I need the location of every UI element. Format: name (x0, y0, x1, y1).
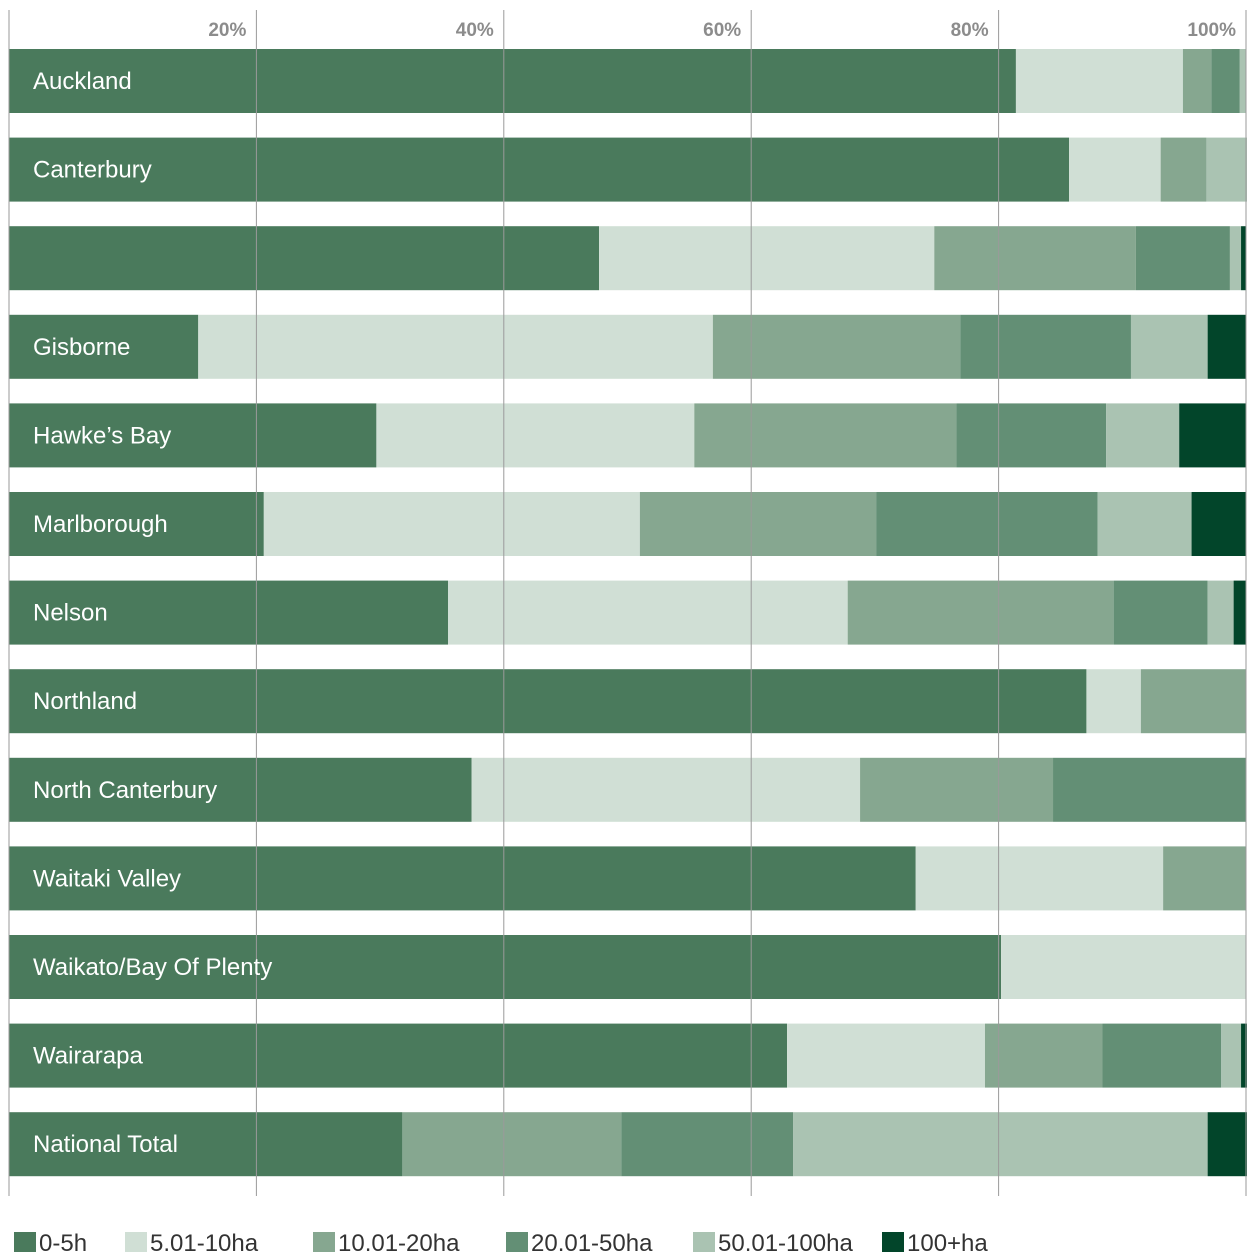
bar-segment-4-series-5 (1130, 314, 1208, 379)
bar-segment-3-series-5 (1229, 226, 1242, 291)
bar-segment-13-series-4 (621, 1112, 794, 1177)
bar-segment-4-series-1 (9, 314, 199, 379)
bar-segment-8-series-1 (9, 669, 1087, 734)
bar-segment-6-series-3 (639, 492, 877, 556)
bar-segment-1-series-4 (1211, 49, 1240, 113)
bar-segment-13-series-6 (1207, 1112, 1247, 1177)
legend: 0-5h 5.01-10ha 10.01-20ha 20.01-50ha 50.01-1… (14, 1230, 988, 1257)
category-label: Nelson (33, 600, 108, 627)
category-label: Canterbury (33, 157, 152, 184)
bar-segment-12-series-1 (9, 1023, 788, 1088)
legend-label: 50.01-100ha (718, 1230, 853, 1257)
bar-segment-9-series-1 (9, 757, 472, 822)
bar-segment-12-series-4 (1102, 1023, 1222, 1088)
bar-segment-5-series-6 (1179, 403, 1246, 468)
bar-segment-7-series-6 (1233, 580, 1246, 645)
bar-segment-5-series-1 (9, 403, 377, 468)
legend-swatch (693, 1232, 715, 1252)
category-label: National Total (33, 1131, 178, 1158)
bar-segment-1-series-2 (1015, 49, 1183, 113)
bar-segment-3-series-1 (9, 226, 600, 291)
category-label: Auckland (33, 68, 132, 95)
bar-segment-6-series-4 (876, 492, 1098, 556)
row-labels: Auckland Canterbury Gisborne Hawke’s Bay Mar… (33, 68, 272, 1158)
legend-label: 0-5h (39, 1230, 87, 1257)
bar-segment-2-series-1 (9, 137, 1070, 202)
legend-swatch (506, 1232, 528, 1252)
legend-swatch (882, 1232, 904, 1252)
category-label: Northland (33, 688, 137, 715)
category-label: North Canterbury (33, 777, 217, 804)
bar-segment-6-series-1 (9, 492, 264, 556)
bar-segment-3-series-3 (934, 226, 1136, 291)
legend-label: 5.01-10ha (150, 1230, 259, 1257)
bar-segment-8-series-3 (1140, 669, 1246, 734)
x-tick-label: 100% (1187, 20, 1236, 41)
category-label: Gisborne (33, 334, 130, 361)
bar-segment-9-series-4 (1053, 757, 1246, 822)
tick-labels: 20% 40% 60% 80% 100% (208, 20, 1236, 41)
bar-segment-2-series-5 (1206, 137, 1247, 202)
bar-segment-9-series-2 (471, 757, 861, 822)
bar-segment-2-series-2 (1069, 137, 1161, 202)
category-label: Wairarapa (33, 1043, 143, 1070)
bar-segment-4-series-3 (712, 314, 961, 379)
x-tick-label: 60% (703, 20, 741, 41)
grid-layer (8, 10, 1247, 1196)
bar-segment-4-series-2 (198, 314, 713, 379)
legend-swatch (125, 1232, 147, 1252)
bar-segment-4-series-4 (960, 314, 1131, 379)
bar-segment-10-series-1 (9, 846, 916, 911)
bar-segment-5-series-4 (956, 403, 1107, 468)
bar-segment-9-series-3 (860, 757, 1054, 822)
bar-segment-5-series-3 (694, 403, 957, 468)
bar-segment-7-series-2 (448, 580, 848, 645)
bar-segment-4-series-6 (1207, 314, 1246, 379)
legend-swatch (313, 1232, 335, 1252)
legend-label: 100+ha (907, 1230, 988, 1257)
bar-segment-6-series-5 (1097, 492, 1192, 556)
bar-segment-11-series-2 (1001, 935, 1246, 999)
category-label: Waikato/Bay Of Plenty (33, 954, 272, 981)
x-tick-label: 80% (951, 20, 989, 41)
bar-segment-12-series-3 (984, 1023, 1103, 1088)
bar-segment-3-series-2 (599, 226, 935, 291)
bar-segment-7-series-4 (1113, 580, 1208, 645)
bar-segment-6-series-2 (263, 492, 640, 556)
bar-segment-6-series-6 (1191, 492, 1246, 556)
bar-segment-10-series-2 (915, 846, 1164, 911)
bar-segment-13-series-1 (9, 1112, 403, 1177)
bar-segment-7-series-5 (1207, 580, 1234, 645)
bars-layer (9, 49, 1247, 1177)
bar-segment-8-series-2 (1086, 669, 1141, 734)
bar-segment-2-series-3 (1160, 137, 1207, 202)
bar-segment-13-series-3 (402, 1112, 622, 1177)
bar-segment-7-series-3 (847, 580, 1114, 645)
legend-label: 20.01-50ha (531, 1230, 653, 1257)
category-label: Marlborough (33, 511, 168, 538)
x-tick-label: 40% (456, 20, 494, 41)
bar-segment-12-series-6 (1241, 1023, 1247, 1088)
legend-label: 10.01-20ha (338, 1230, 460, 1257)
bar-segment-1-series-3 (1182, 49, 1212, 113)
bar-segment-1-series-1 (9, 49, 1016, 113)
bar-segment-1-series-5 (1239, 49, 1246, 113)
bar-segment-3-series-4 (1135, 226, 1230, 291)
legend-swatch (14, 1232, 36, 1252)
bar-segment-10-series-3 (1163, 846, 1246, 911)
bar-segment-5-series-5 (1106, 403, 1180, 468)
x-tick-label: 20% (208, 20, 246, 41)
bar-segment-12-series-2 (787, 1023, 985, 1088)
category-label: Hawke’s Bay (33, 422, 171, 449)
bar-segment-11-series-1 (9, 935, 1002, 999)
bar-segment-7-series-1 (9, 580, 449, 645)
bar-segment-13-series-5 (793, 1112, 1208, 1177)
bar-segment-5-series-2 (376, 403, 695, 468)
bar-segment-12-series-5 (1221, 1023, 1242, 1088)
category-label: Waitaki Valley (33, 865, 181, 892)
bar-segment-3-series-6 (1241, 226, 1246, 291)
